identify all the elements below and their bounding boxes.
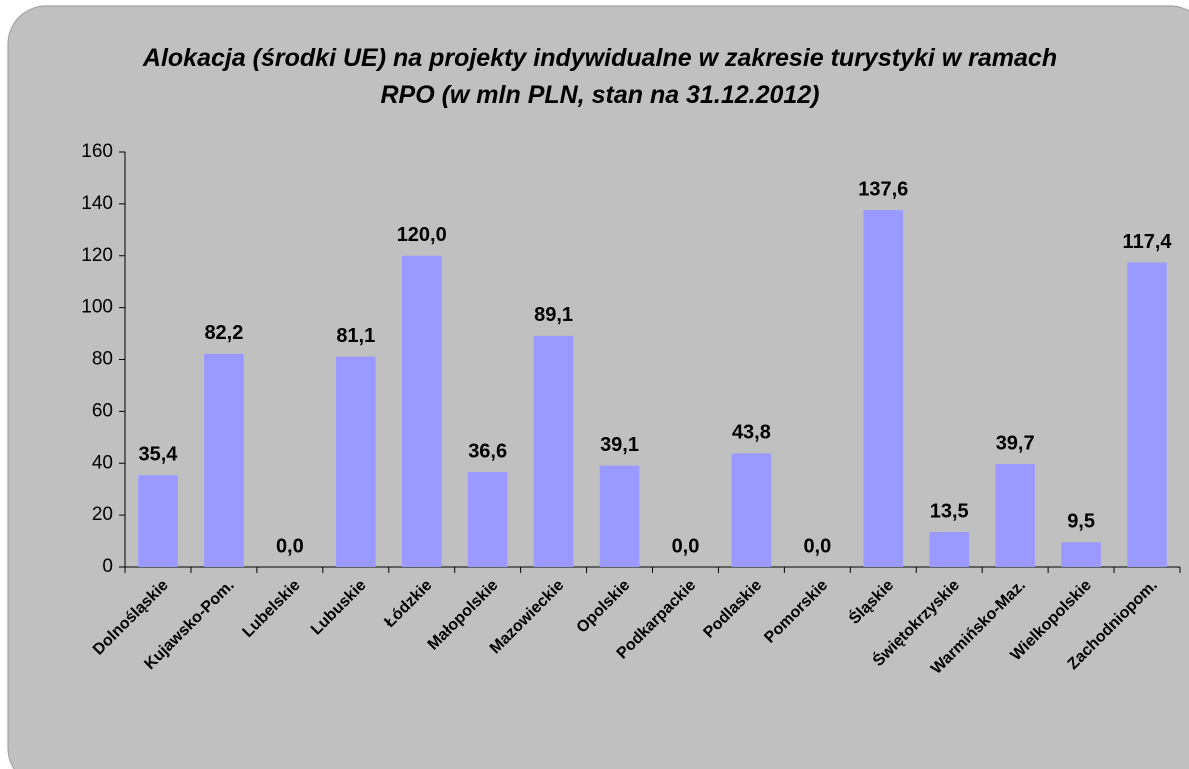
value-label: 13,5 bbox=[930, 500, 969, 522]
bar bbox=[467, 472, 508, 567]
value-label: 120,0 bbox=[397, 224, 447, 246]
value-label: 0,0 bbox=[276, 535, 304, 557]
value-label: 0,0 bbox=[672, 535, 700, 557]
bar bbox=[138, 475, 178, 567]
value-label: 35,4 bbox=[139, 443, 179, 465]
y-tick-label: 100 bbox=[81, 297, 113, 318]
bar bbox=[995, 464, 1035, 567]
bar bbox=[336, 356, 376, 567]
chart-title: Alokacja (środki UE) na projekty indywid… bbox=[142, 44, 1058, 109]
bar bbox=[533, 335, 574, 567]
bar bbox=[599, 465, 640, 567]
value-label: 89,1 bbox=[534, 304, 573, 326]
y-tick-label: 120 bbox=[81, 245, 113, 266]
bar bbox=[204, 353, 244, 567]
value-label: 36,6 bbox=[468, 440, 507, 462]
bar bbox=[929, 531, 969, 567]
value-label: 117,4 bbox=[1123, 231, 1173, 253]
y-tick-label: 0 bbox=[102, 556, 113, 577]
value-label: 39,7 bbox=[996, 432, 1035, 454]
bar bbox=[1061, 542, 1101, 567]
y-tick-label: 140 bbox=[81, 193, 113, 214]
bar bbox=[1127, 262, 1167, 567]
value-label: 9,5 bbox=[1067, 511, 1095, 533]
value-label: 39,1 bbox=[600, 434, 639, 456]
y-tick-label: 160 bbox=[81, 141, 113, 162]
bar bbox=[863, 210, 904, 567]
y-tick-label: 40 bbox=[92, 452, 113, 473]
value-label: 137,6 bbox=[858, 178, 908, 200]
y-tick-label: 60 bbox=[92, 400, 113, 421]
value-label: 81,1 bbox=[336, 325, 375, 347]
bar bbox=[401, 255, 442, 567]
y-tick-label: 20 bbox=[92, 504, 113, 525]
y-tick-label: 80 bbox=[92, 349, 113, 370]
chart-panel bbox=[7, 5, 1189, 769]
bar bbox=[731, 453, 772, 567]
value-label: 43,8 bbox=[732, 422, 771, 444]
value-label: 82,2 bbox=[204, 322, 243, 344]
value-label: 0,0 bbox=[803, 535, 831, 557]
